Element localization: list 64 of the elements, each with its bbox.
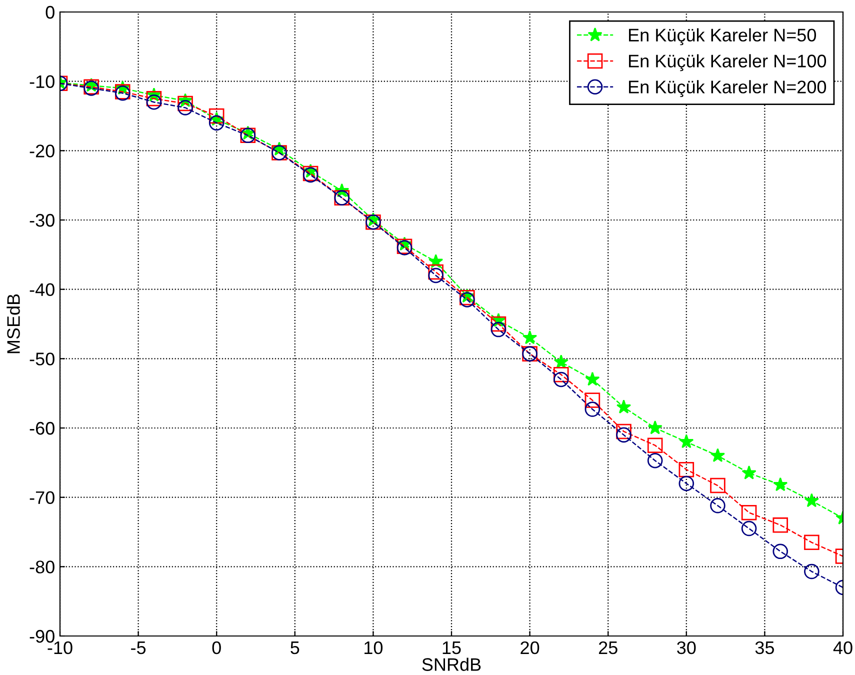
y-tick-label: -90 [30, 630, 54, 643]
point [710, 498, 726, 514]
point [804, 564, 820, 580]
point [208, 108, 224, 124]
point [616, 424, 632, 440]
point [741, 520, 757, 536]
point [804, 493, 819, 508]
point [208, 115, 224, 131]
x-tick-label: -10 [48, 641, 72, 654]
x-tick-label: 25 [598, 641, 618, 654]
point [773, 477, 788, 492]
y-tick-label: -60 [30, 422, 54, 435]
point [710, 448, 726, 462]
y-tick-label: -50 [30, 352, 54, 366]
point [804, 534, 820, 550]
point [490, 322, 506, 338]
point [647, 452, 663, 468]
y-tick-label: 0 [46, 6, 54, 19]
point [584, 402, 600, 417]
point [679, 434, 694, 448]
point [553, 372, 569, 388]
point [772, 544, 788, 560]
legend-label: En Küçük Kareler N=200 [629, 80, 826, 98]
legend-label: En Küçük Kareler N=50 [629, 28, 816, 46]
point [678, 476, 694, 492]
y-tick-label: -20 [30, 144, 54, 158]
x-tick-label: 0 [212, 641, 221, 654]
point [616, 427, 632, 443]
point [772, 517, 788, 533]
point [742, 465, 756, 480]
x-tick-label: 10 [364, 641, 383, 654]
x-tick-label: 5 [290, 642, 300, 654]
legend-label: En Küçük Kareler N=100 [629, 54, 826, 72]
point [490, 316, 506, 332]
point [616, 400, 632, 414]
point [647, 438, 663, 453]
x-tick-label: -5 [131, 642, 146, 654]
y-tick-label: -10 [30, 75, 54, 88]
x-axis-title: SNRdB [422, 658, 481, 671]
point [710, 478, 726, 494]
point [428, 268, 444, 284]
point [178, 96, 193, 112]
x-tick-label: 30 [677, 641, 696, 654]
point [585, 372, 600, 386]
y-axis-title: MSEdB [6, 294, 20, 354]
point [146, 91, 162, 106]
point [648, 420, 662, 434]
x-tick-label: 35 [755, 641, 774, 654]
x-tick-label: 40 [833, 641, 852, 654]
x-tick-label: 20 [520, 641, 540, 654]
point [178, 100, 193, 116]
y-tick-label: -80 [30, 560, 54, 574]
point [584, 392, 600, 408]
point [678, 462, 694, 478]
y-tick-label: -30 [30, 214, 54, 227]
x-tick-label: 15 [442, 642, 461, 654]
point [522, 330, 538, 344]
point [428, 264, 444, 280]
point [741, 504, 757, 520]
point [146, 94, 162, 110]
point [553, 366, 569, 382]
point [554, 354, 568, 368]
y-tick-label: -40 [30, 283, 54, 296]
y-tick-label: -70 [30, 491, 54, 504]
